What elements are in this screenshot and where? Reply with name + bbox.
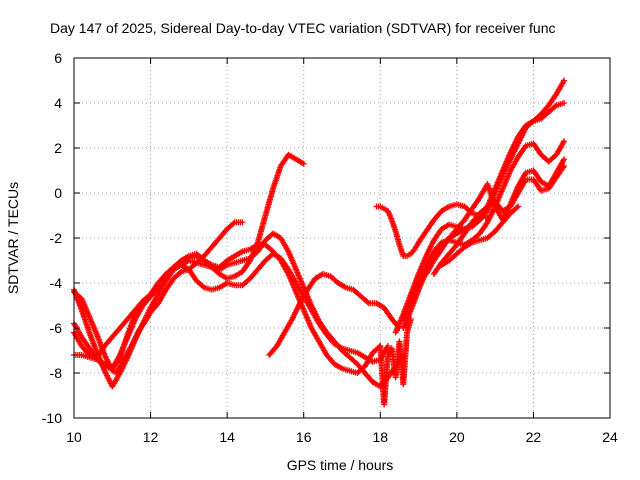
y-tick-label: 4 (54, 95, 62, 111)
data-point (407, 316, 414, 322)
data-point (561, 156, 568, 163)
x-tick-label: 14 (219, 429, 235, 445)
data-point (515, 203, 522, 210)
x-tick-label: 22 (526, 429, 542, 445)
series-track-6 (266, 271, 403, 358)
y-tick-label: 2 (54, 140, 62, 156)
x-tick-label: 10 (66, 429, 82, 445)
y-tick-label: -2 (50, 230, 63, 246)
data-point (561, 163, 568, 169)
series-track-9 (400, 100, 568, 331)
data-point (552, 103, 559, 110)
data-point (176, 269, 183, 276)
x-tick-label: 18 (372, 429, 388, 445)
x-tick-label: 12 (143, 429, 159, 445)
data-point (230, 220, 237, 227)
data-point (561, 77, 568, 84)
y-tick-label: -8 (50, 365, 63, 381)
data-point (513, 204, 520, 211)
y-axis-label: SDTVAR / TECUs (5, 182, 21, 294)
series-track-4 (71, 250, 391, 365)
series-track-13 (438, 203, 522, 268)
series-track-14 (377, 316, 414, 408)
data-point (100, 362, 107, 369)
data-point (384, 343, 391, 349)
x-tick-label: 24 (602, 429, 618, 445)
data-point (300, 160, 307, 167)
x-tick-label: 16 (296, 429, 312, 445)
data-point (364, 299, 371, 306)
data-point (199, 283, 206, 290)
data-point (561, 100, 568, 106)
y-tick-label: -4 (50, 275, 63, 291)
x-axis-label: GPS time / hours (287, 457, 394, 473)
y-tick-label: 0 (54, 185, 62, 201)
y-tick-label: -10 (42, 410, 62, 426)
data-point (239, 219, 246, 226)
data-point (561, 138, 568, 145)
y-tick-label: -6 (50, 320, 63, 336)
series-track-12 (430, 163, 568, 277)
x-tick-label: 20 (449, 429, 465, 445)
grid-layer (74, 58, 610, 418)
y-tick-label: 6 (54, 50, 62, 66)
data-layer (71, 77, 568, 408)
chart-title: Day 147 of 2025, Sidereal Day-to-day VTE… (50, 20, 556, 36)
